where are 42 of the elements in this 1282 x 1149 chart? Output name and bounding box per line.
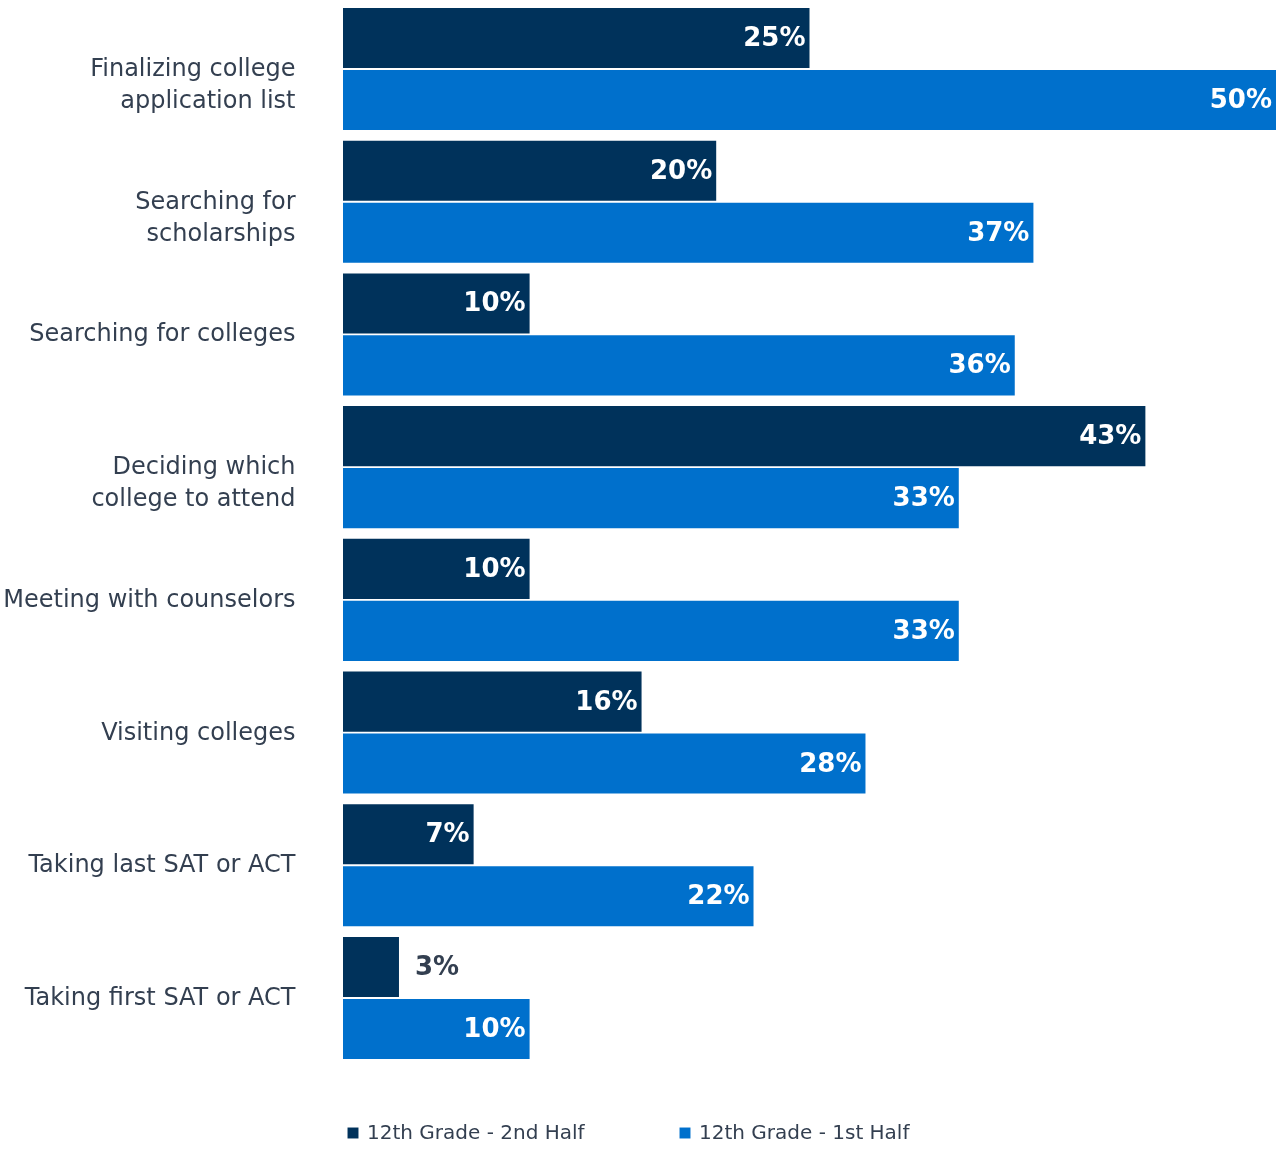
bar (343, 866, 754, 927)
data-label: 33% (892, 482, 955, 513)
data-label: 37% (967, 216, 1030, 247)
data-label: 10% (463, 552, 526, 583)
data-label: 16% (575, 685, 638, 716)
bar (343, 69, 1276, 131)
y-tick-label: Searching for scholarships (135, 186, 296, 247)
data-label: 36% (948, 349, 1011, 380)
y-tick-label: Finalizing college application list (90, 54, 296, 115)
bar (343, 538, 530, 599)
data-label: 28% (799, 747, 862, 778)
bar (343, 406, 1146, 467)
data-label: 43% (1079, 420, 1142, 451)
legend-label: 12th Grade - 2nd Half (367, 1120, 586, 1144)
data-label: 50% (1209, 84, 1272, 115)
bar (343, 202, 1034, 263)
bar (343, 733, 866, 794)
data-label: 3% (414, 950, 460, 981)
y-tick-label: Taking first SAT or ACT (23, 982, 296, 1011)
bar (343, 140, 717, 201)
bar (343, 468, 959, 529)
data-label: 7% (425, 818, 470, 849)
y-tick-label: Deciding which college to attend (91, 452, 296, 513)
data-label: 22% (687, 880, 750, 911)
bar (343, 335, 1015, 396)
y-tick-label: Visiting colleges (101, 717, 296, 746)
y-tick-label: Taking last SAT or ACT (27, 850, 296, 879)
bar (343, 998, 530, 1060)
data-label: 25% (743, 22, 806, 53)
bar (343, 600, 959, 661)
data-label: 33% (892, 614, 955, 645)
data-label: 10% (463, 1012, 526, 1043)
y-tick-label: Meeting with counselors (3, 584, 296, 613)
data-label: 20% (649, 154, 713, 185)
bar (343, 936, 399, 998)
data-label: 10% (463, 287, 526, 318)
bar (343, 273, 530, 334)
bar (343, 671, 642, 732)
y-tick-label: Searching for colleges (29, 319, 296, 348)
bar (343, 804, 474, 865)
legend-label: 12th Grade - 1st Half (699, 1120, 911, 1144)
bar (343, 7, 810, 69)
